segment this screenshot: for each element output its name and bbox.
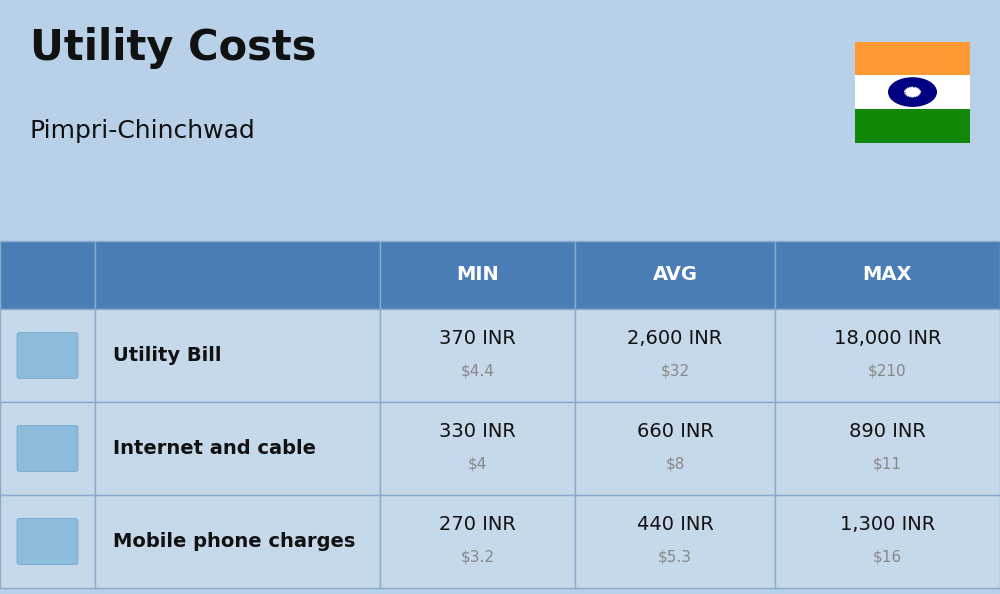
FancyBboxPatch shape <box>0 309 95 402</box>
Text: $3.2: $3.2 <box>460 549 494 564</box>
Text: 660 INR: 660 INR <box>637 422 713 441</box>
FancyBboxPatch shape <box>95 495 380 588</box>
FancyBboxPatch shape <box>0 241 95 309</box>
FancyBboxPatch shape <box>0 495 95 588</box>
Text: $210: $210 <box>868 364 907 378</box>
FancyBboxPatch shape <box>95 402 380 495</box>
FancyBboxPatch shape <box>575 495 775 588</box>
Text: Pimpri-Chinchwad: Pimpri-Chinchwad <box>30 119 256 143</box>
Text: Utility Costs: Utility Costs <box>30 27 316 69</box>
FancyBboxPatch shape <box>95 309 380 402</box>
Text: $5.3: $5.3 <box>658 549 692 564</box>
FancyBboxPatch shape <box>17 333 78 378</box>
FancyBboxPatch shape <box>380 495 575 588</box>
FancyBboxPatch shape <box>575 309 775 402</box>
FancyBboxPatch shape <box>380 241 575 309</box>
Text: $11: $11 <box>873 456 902 472</box>
Text: AVG: AVG <box>652 266 698 284</box>
Text: 270 INR: 270 INR <box>439 516 516 535</box>
Text: 18,000 INR: 18,000 INR <box>834 329 941 348</box>
Text: MIN: MIN <box>456 266 499 284</box>
FancyBboxPatch shape <box>855 75 970 109</box>
Text: Utility Bill: Utility Bill <box>113 346 222 365</box>
FancyBboxPatch shape <box>855 42 970 75</box>
Text: 440 INR: 440 INR <box>637 516 713 535</box>
FancyBboxPatch shape <box>855 109 970 143</box>
Circle shape <box>889 78 936 106</box>
Text: 1,300 INR: 1,300 INR <box>840 516 935 535</box>
FancyBboxPatch shape <box>775 495 1000 588</box>
FancyBboxPatch shape <box>380 309 575 402</box>
FancyBboxPatch shape <box>775 309 1000 402</box>
FancyBboxPatch shape <box>17 519 78 564</box>
FancyBboxPatch shape <box>0 402 95 495</box>
FancyBboxPatch shape <box>95 241 380 309</box>
FancyBboxPatch shape <box>775 241 1000 309</box>
FancyBboxPatch shape <box>575 402 775 495</box>
Text: Mobile phone charges: Mobile phone charges <box>113 532 355 551</box>
Circle shape <box>905 87 920 97</box>
Text: $16: $16 <box>873 549 902 564</box>
FancyBboxPatch shape <box>575 241 775 309</box>
Text: $32: $32 <box>660 364 690 378</box>
Text: $8: $8 <box>665 456 685 472</box>
Text: $4: $4 <box>468 456 487 472</box>
Text: Internet and cable: Internet and cable <box>113 439 316 458</box>
Text: 330 INR: 330 INR <box>439 422 516 441</box>
FancyBboxPatch shape <box>380 402 575 495</box>
Text: MAX: MAX <box>863 266 912 284</box>
FancyBboxPatch shape <box>17 425 78 472</box>
Text: 890 INR: 890 INR <box>849 422 926 441</box>
FancyBboxPatch shape <box>775 402 1000 495</box>
Text: 2,600 INR: 2,600 INR <box>627 329 723 348</box>
Text: $4.4: $4.4 <box>461 364 494 378</box>
Text: 370 INR: 370 INR <box>439 329 516 348</box>
